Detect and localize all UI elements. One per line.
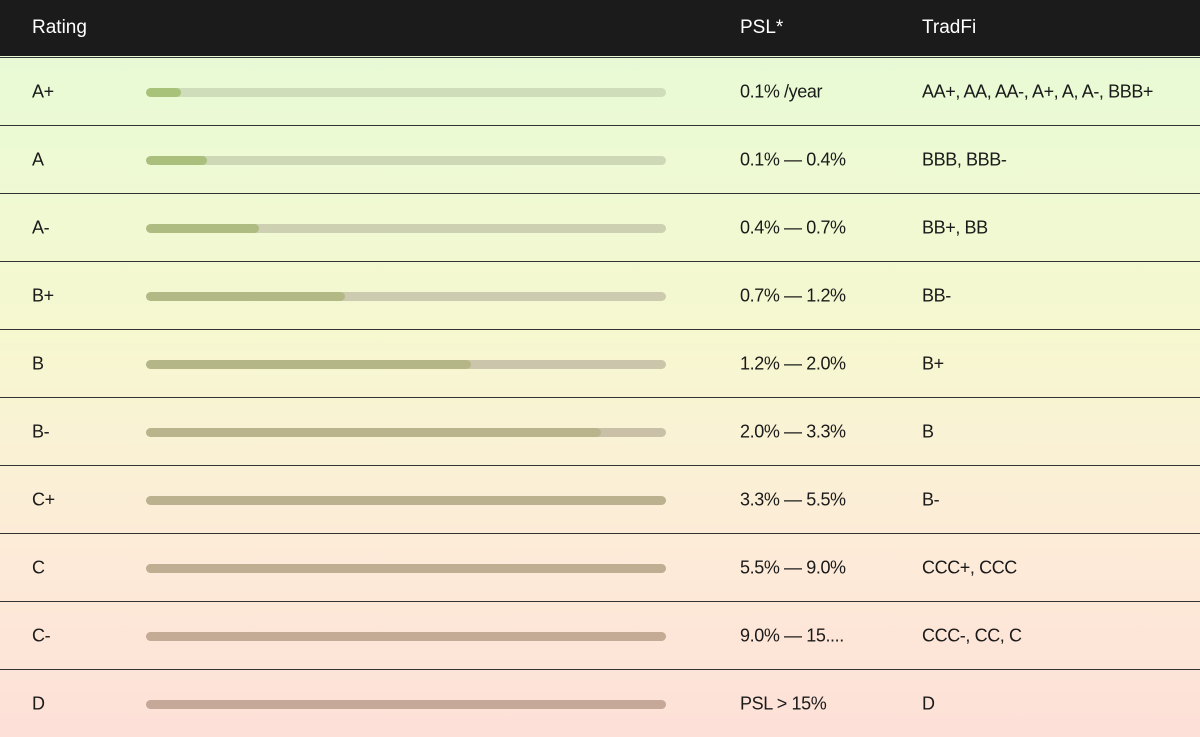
bar-fill (146, 495, 666, 505)
rating: A (32, 149, 44, 170)
bar-fill (146, 223, 259, 233)
tradfi: CCC-, CC, C (922, 625, 1022, 646)
bar-fill (146, 563, 666, 573)
table-row: A- 0.4% — 0.7% BB+, BB (0, 193, 1200, 262)
tradfi: B- (922, 489, 940, 510)
tradfi: B+ (922, 353, 944, 374)
psl: 0.1% /year (740, 81, 823, 102)
bar-track (146, 291, 666, 301)
bar-fill (146, 155, 207, 165)
table-header: Rating PSL* TradFi (0, 0, 1200, 56)
tradfi: BB+, BB (922, 217, 988, 238)
bar-track (146, 223, 666, 233)
bar-track (146, 699, 666, 709)
psl: 2.0% — 3.3% (740, 421, 846, 442)
table-row: C 5.5% — 9.0% CCC+, CCC (0, 533, 1200, 602)
tradfi: D (922, 693, 935, 714)
rating: B- (32, 421, 50, 442)
table-row: A 0.1% — 0.4% BBB, BBB- (0, 125, 1200, 194)
bar-track (146, 631, 666, 641)
header-psl: PSL* (740, 17, 784, 38)
psl: 3.3% — 5.5% (740, 489, 846, 510)
psl: 0.7% — 1.2% (740, 285, 846, 306)
rating: B (32, 353, 44, 374)
rating: A- (32, 217, 50, 238)
header-rating: Rating (32, 17, 87, 38)
bar-track (146, 359, 666, 369)
bar-track (146, 563, 666, 573)
rating: C- (32, 625, 51, 646)
bar-track (146, 495, 666, 505)
rating: A+ (32, 81, 54, 102)
table-row: C- 9.0% — 15.... CCC-, CC, C (0, 601, 1200, 670)
bar-track (146, 87, 666, 97)
tradfi: AA+, AA, AA-, A+, A, A-, BBB+ (922, 81, 1154, 102)
bar-track (146, 427, 666, 437)
tradfi: CCC+, CCC (922, 557, 1017, 578)
psl: 0.1% — 0.4% (740, 149, 846, 170)
bar-track (146, 155, 666, 165)
bar-fill (146, 699, 666, 709)
bar-fill (146, 631, 666, 641)
table-row: B 1.2% — 2.0% B+ (0, 329, 1200, 398)
psl: 1.2% — 2.0% (740, 353, 846, 374)
bar-fill (146, 291, 346, 301)
psl: 0.4% — 0.7% (740, 217, 846, 238)
rating: C+ (32, 489, 55, 510)
rating: B+ (32, 285, 54, 306)
bar-fill (146, 359, 471, 369)
table-row: A+ 0.1% /year AA+, AA, AA-, A+, A, A-, BBB… (0, 57, 1200, 126)
tradfi: BB- (922, 285, 951, 306)
header-tradfi: TradFi (922, 17, 977, 38)
bar-fill (146, 87, 181, 97)
psl: 9.0% — 15.... (740, 625, 844, 646)
rating: C (32, 557, 45, 578)
rating: D (32, 693, 45, 714)
psl: 5.5% — 9.0% (740, 557, 846, 578)
table-row: C+ 3.3% — 5.5% B- (0, 465, 1200, 534)
table-row: B+ 0.7% — 1.2% BB- (0, 261, 1200, 330)
psl: PSL > 15% (740, 693, 827, 714)
tradfi: BBB, BBB- (922, 149, 1007, 170)
bar-fill (146, 427, 601, 437)
tradfi: B (922, 421, 934, 442)
table-row: D PSL > 15% D (0, 669, 1200, 737)
table-row: B- 2.0% — 3.3% B (0, 397, 1200, 466)
